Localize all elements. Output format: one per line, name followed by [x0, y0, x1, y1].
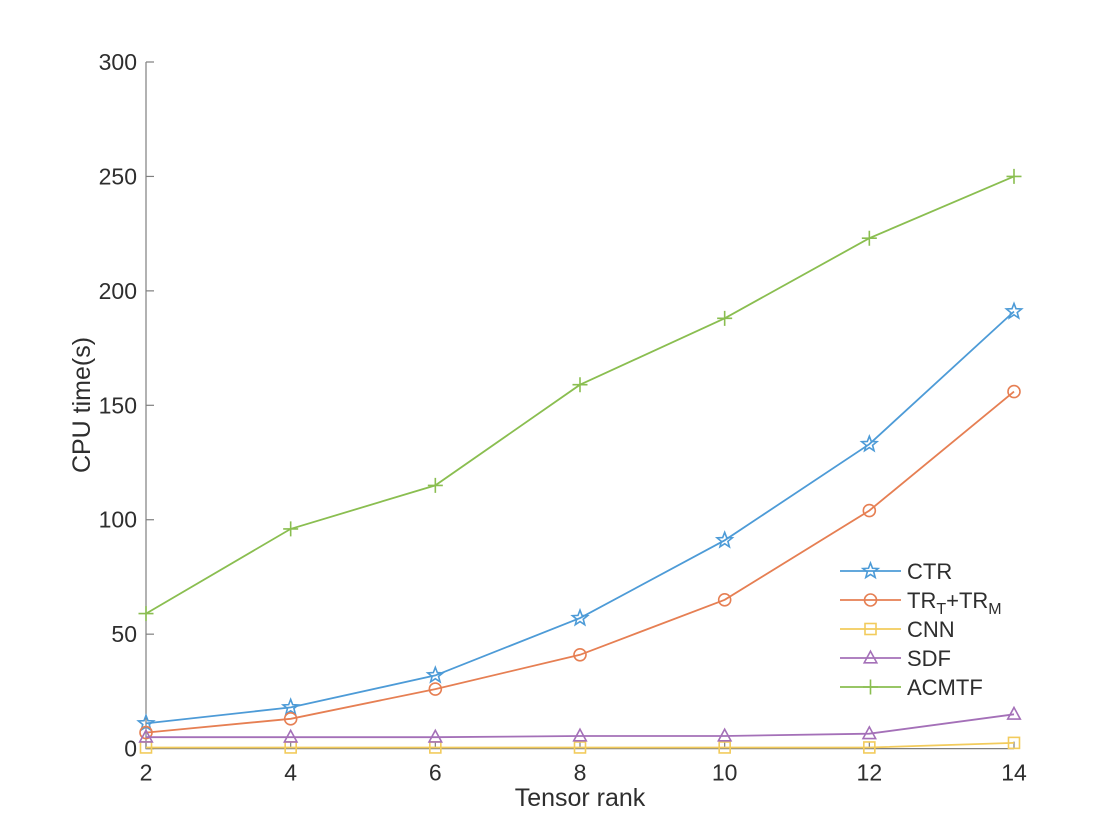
x-axis-label: Tensor rank [515, 784, 646, 812]
square-marker [864, 622, 877, 636]
x-tick-label: 2 [140, 760, 153, 786]
star-marker [570, 607, 590, 627]
triangle-marker [138, 728, 154, 743]
circle-marker [283, 712, 298, 726]
square-marker [718, 741, 731, 754]
triangle-marker [717, 727, 733, 742]
legend-label: CTR [907, 559, 952, 584]
y-axis-label: CPU time(s) [68, 337, 96, 473]
star-marker [425, 665, 446, 684]
x-tick-label: 10 [712, 760, 738, 786]
plus-marker [861, 230, 877, 246]
tick-marks [145, 61, 1015, 750]
triangle-marker [862, 649, 879, 664]
triangle-marker [427, 728, 443, 743]
circle-marker [717, 593, 732, 607]
series-tr-t-tr-m [139, 384, 1021, 740]
square-marker [573, 741, 587, 754]
series-line [145, 310, 1015, 725]
plus-marker [427, 477, 443, 493]
square-marker [863, 741, 876, 754]
circle-marker [573, 647, 587, 662]
square-marker [1007, 736, 1021, 750]
axis-spines [145, 62, 1014, 750]
circle-marker [862, 503, 877, 518]
circle-marker [863, 593, 878, 607]
legend-marker [863, 593, 878, 607]
series-ctr [136, 301, 1024, 732]
series-markers [138, 168, 1022, 622]
star-marker [859, 433, 880, 453]
legend-label: TRT+TRM [907, 588, 1002, 618]
triangle-marker [283, 728, 299, 743]
triangle-marker [572, 727, 588, 742]
star-marker [1004, 301, 1024, 320]
plus-marker [717, 310, 733, 326]
legend-marker [860, 560, 881, 580]
series-markers [136, 301, 1024, 732]
y-tick-label: 150 [99, 392, 137, 418]
legend-label: SDF [907, 646, 951, 671]
tick-labels: 2 4 6 8 10 12 14 0 50 100 150 200 250 300 [99, 49, 1027, 786]
legend-item-cnn: CNN [840, 617, 955, 642]
series-markers [138, 705, 1022, 743]
x-tick-label: 6 [429, 760, 442, 786]
legend-item-acmtf: ACMTF [840, 675, 983, 700]
series-sdf [138, 705, 1022, 743]
legend-label: ACMTF [907, 675, 983, 700]
y-tick-label: 200 [99, 278, 137, 304]
legend-label: CNN [907, 617, 955, 642]
y-tick-label: 50 [111, 621, 137, 647]
x-tick-label: 12 [857, 760, 883, 786]
triangle-marker [861, 725, 877, 740]
series-line [145, 390, 1015, 734]
series-line [146, 713, 1015, 739]
x-tick-label: 4 [284, 760, 297, 786]
y-tick-label: 250 [99, 163, 137, 189]
plus-marker [863, 679, 878, 695]
y-tick-label: 0 [124, 736, 137, 762]
legend-marker [862, 649, 879, 664]
x-tick-label: 8 [574, 760, 587, 786]
circle-marker [1007, 384, 1021, 399]
star-marker [714, 530, 735, 549]
legend-marker [864, 622, 877, 636]
star-marker [280, 697, 301, 716]
series-line [145, 175, 1015, 615]
plus-marker [572, 377, 588, 393]
series-acmtf [138, 168, 1022, 622]
series-line [146, 742, 1015, 749]
x-tick-label: 14 [1001, 760, 1027, 786]
triangle-marker [1006, 705, 1022, 720]
circle-marker [428, 682, 443, 696]
plus-marker [283, 521, 299, 537]
y-tick-label: 300 [99, 49, 137, 75]
axes [145, 61, 1015, 750]
circle-marker [139, 725, 153, 740]
legend-item-tr-t-tr-m: TRT+TRM [840, 588, 1002, 618]
plus-marker [138, 606, 154, 622]
star-marker [860, 560, 881, 580]
y-tick-label: 100 [99, 507, 137, 533]
legend-item-ctr: CTR [840, 559, 952, 584]
legend-item-sdf: SDF [840, 646, 951, 671]
series-markers [139, 384, 1021, 740]
legend-marker [863, 679, 878, 695]
plus-marker [1006, 168, 1022, 184]
